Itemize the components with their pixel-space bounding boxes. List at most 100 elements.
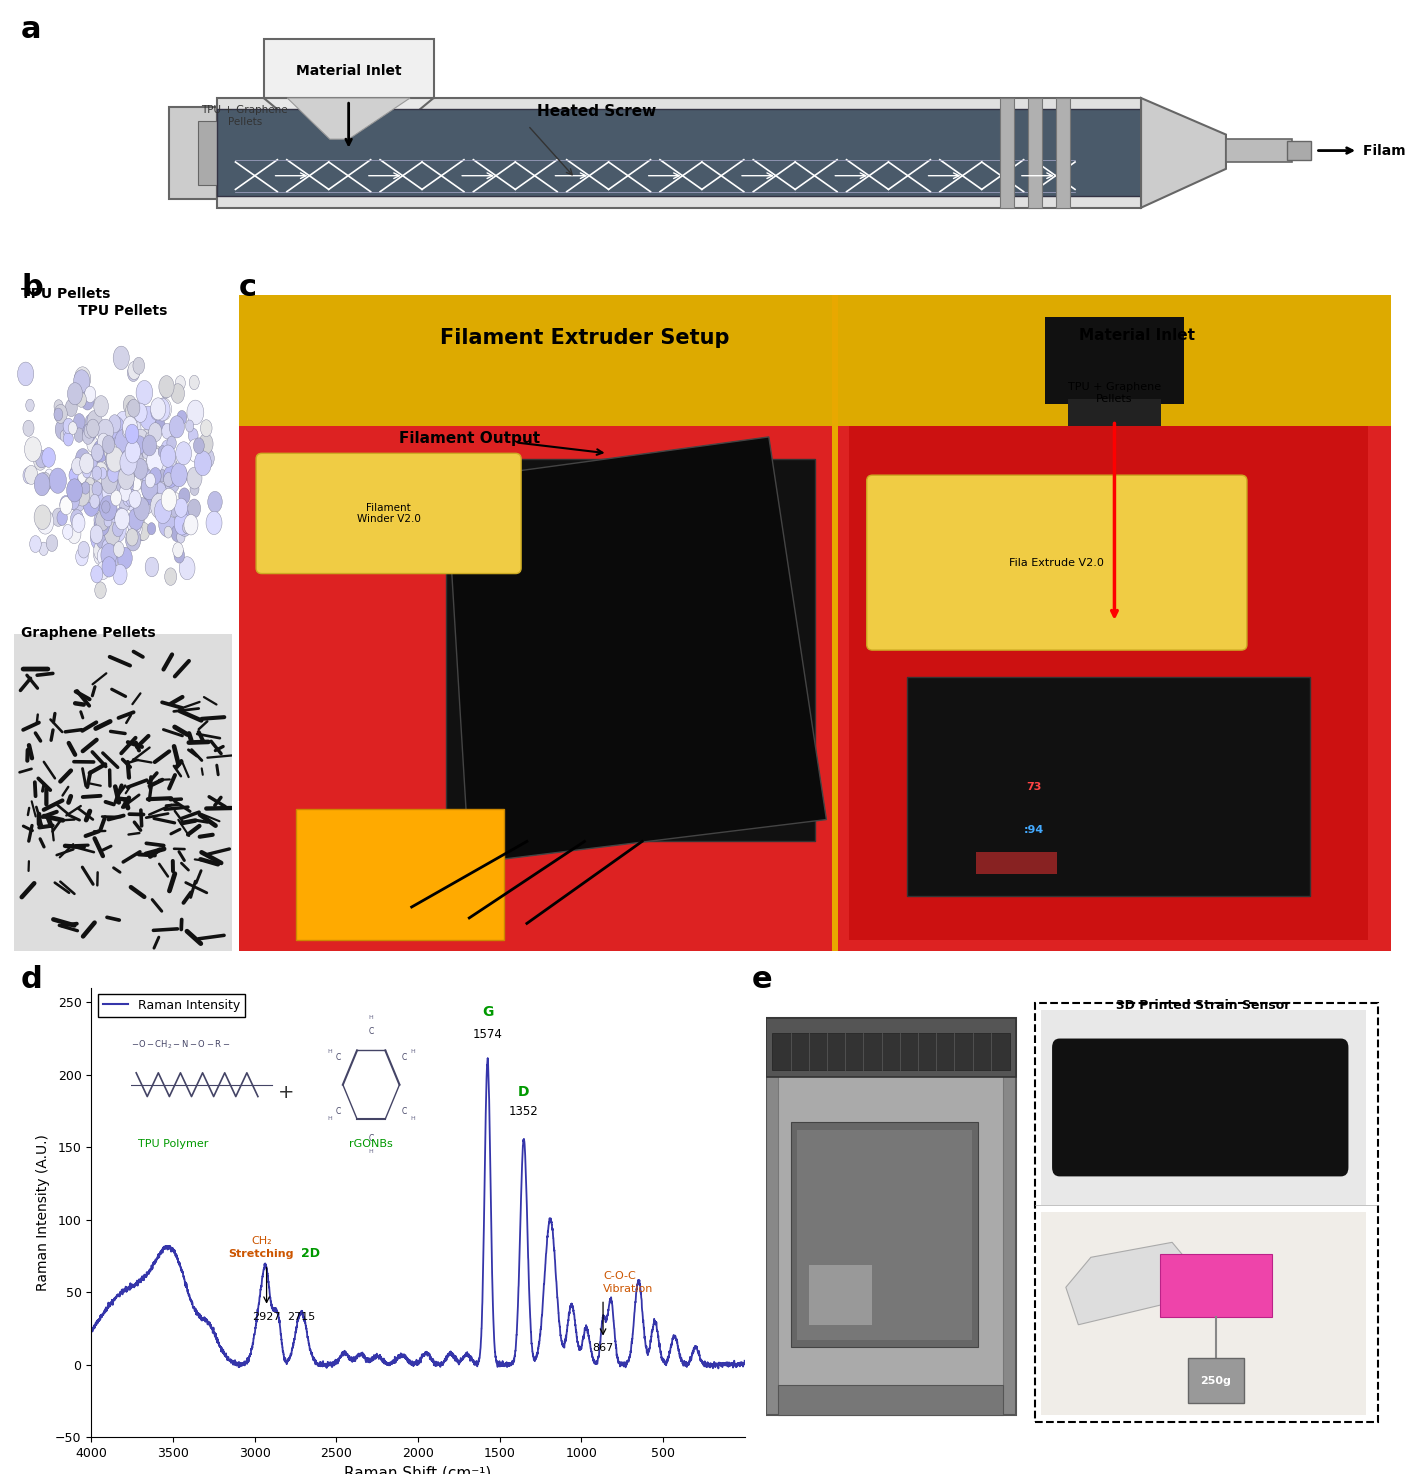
Circle shape <box>124 395 136 414</box>
Circle shape <box>166 492 183 517</box>
Bar <box>837 295 1391 426</box>
Circle shape <box>83 485 96 503</box>
Circle shape <box>105 450 121 472</box>
Circle shape <box>60 497 73 514</box>
Circle shape <box>81 482 90 494</box>
Text: Graphene Pellets: Graphene Pellets <box>21 626 156 640</box>
Circle shape <box>133 402 148 423</box>
Circle shape <box>91 491 105 511</box>
Circle shape <box>169 416 184 438</box>
Polygon shape <box>1066 1243 1191 1325</box>
Circle shape <box>39 542 48 556</box>
Text: Filament
Winder V2.0: Filament Winder V2.0 <box>357 503 420 525</box>
Circle shape <box>74 427 84 442</box>
Circle shape <box>44 475 53 489</box>
Circle shape <box>138 522 150 541</box>
Circle shape <box>128 399 140 417</box>
Circle shape <box>115 507 126 525</box>
Circle shape <box>126 442 135 455</box>
Text: Heated Screw: Heated Screw <box>537 103 656 118</box>
Bar <box>296 809 504 940</box>
Circle shape <box>74 483 90 506</box>
Circle shape <box>103 548 118 570</box>
Circle shape <box>105 448 119 469</box>
Text: :94: :94 <box>1024 825 1044 836</box>
Circle shape <box>101 501 110 513</box>
Circle shape <box>97 562 110 579</box>
Circle shape <box>104 442 117 461</box>
Circle shape <box>122 489 135 507</box>
Circle shape <box>160 445 176 467</box>
Circle shape <box>77 472 86 483</box>
Bar <box>809 1265 873 1325</box>
Bar <box>1041 1212 1366 1415</box>
Circle shape <box>142 447 150 458</box>
Circle shape <box>173 542 183 557</box>
X-axis label: Raman Shift (cm⁻¹): Raman Shift (cm⁻¹) <box>344 1465 492 1474</box>
Text: a: a <box>21 15 42 44</box>
Circle shape <box>129 491 140 509</box>
Circle shape <box>155 398 170 422</box>
Circle shape <box>80 453 94 473</box>
Circle shape <box>183 513 192 528</box>
Circle shape <box>115 429 132 455</box>
Circle shape <box>146 489 157 506</box>
Circle shape <box>131 520 142 538</box>
Circle shape <box>73 466 86 486</box>
Text: TPU + Graphene
Pellets: TPU + Graphene Pellets <box>1068 382 1161 404</box>
Circle shape <box>136 528 146 541</box>
Circle shape <box>72 457 83 475</box>
Circle shape <box>84 386 96 402</box>
Bar <box>1227 139 1293 162</box>
Circle shape <box>162 423 173 439</box>
Circle shape <box>112 520 124 537</box>
Circle shape <box>93 439 108 463</box>
Circle shape <box>183 522 191 534</box>
Circle shape <box>133 357 145 374</box>
Bar <box>216 97 1141 208</box>
Circle shape <box>164 472 180 494</box>
Circle shape <box>100 495 117 520</box>
Circle shape <box>155 419 166 435</box>
Circle shape <box>118 466 135 489</box>
Bar <box>216 109 1141 196</box>
Circle shape <box>83 427 94 444</box>
Circle shape <box>96 510 110 531</box>
Circle shape <box>42 448 55 467</box>
Circle shape <box>133 436 146 454</box>
Circle shape <box>72 478 83 494</box>
Circle shape <box>17 363 34 386</box>
Circle shape <box>133 498 149 520</box>
Circle shape <box>63 419 74 433</box>
Circle shape <box>86 478 96 492</box>
Polygon shape <box>1141 97 1227 208</box>
Circle shape <box>34 506 51 529</box>
Bar <box>239 295 832 426</box>
Text: Vibration: Vibration <box>603 1284 653 1294</box>
Circle shape <box>93 481 110 506</box>
Circle shape <box>46 535 58 551</box>
Circle shape <box>142 478 159 501</box>
Bar <box>771 1032 1010 1070</box>
Circle shape <box>103 435 115 454</box>
Circle shape <box>126 467 135 479</box>
Circle shape <box>94 545 107 565</box>
Circle shape <box>140 407 156 430</box>
Text: 1574: 1574 <box>472 1029 503 1041</box>
Circle shape <box>104 522 121 545</box>
Circle shape <box>107 447 124 472</box>
Text: Material Inlet: Material Inlet <box>296 63 402 78</box>
Circle shape <box>81 475 91 491</box>
Circle shape <box>118 472 133 495</box>
Bar <box>791 1123 978 1347</box>
Circle shape <box>200 433 214 454</box>
Circle shape <box>176 442 191 464</box>
Circle shape <box>190 482 200 495</box>
Circle shape <box>103 464 114 482</box>
Circle shape <box>149 423 162 442</box>
Circle shape <box>45 469 53 482</box>
Bar <box>1068 398 1161 426</box>
Polygon shape <box>287 97 410 139</box>
Circle shape <box>163 466 178 488</box>
Circle shape <box>133 453 143 466</box>
